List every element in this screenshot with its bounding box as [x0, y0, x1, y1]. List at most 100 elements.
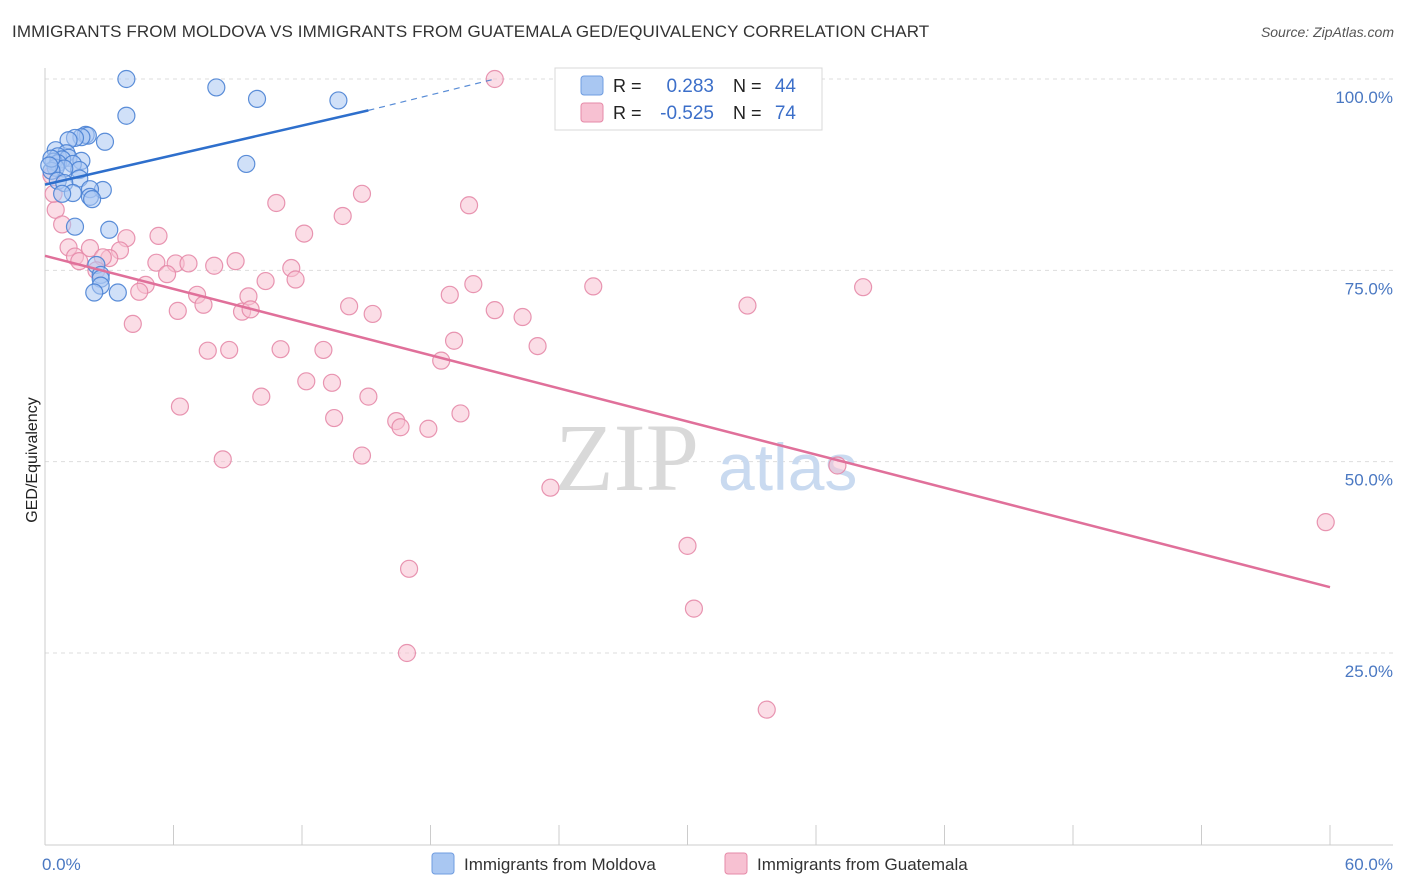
legend-r-value-moldova: 0.283 [666, 76, 714, 97]
guatemala-point-60 [391, 418, 410, 437]
guatemala-point-2 [267, 193, 286, 213]
watermark-zip: ZIP [555, 404, 699, 511]
guatemala-point-44 [123, 314, 142, 334]
moldova-point-3 [329, 91, 348, 110]
moldova-point-41 [108, 283, 127, 302]
moldova-trend-extension [368, 78, 495, 111]
guatemala-point-64 [213, 450, 232, 469]
series-legend-label-guatemala: Immigrants from Guatemala [757, 855, 968, 874]
guatemala-point-46 [444, 331, 464, 350]
guatemala-point-62 [451, 404, 470, 423]
guatemala-point-9 [295, 224, 314, 243]
y-tick-label-1: 75.0% [1345, 279, 1393, 298]
legend-swatch-moldova [580, 75, 604, 96]
guatemala-point-71 [397, 643, 417, 663]
guatemala-point-27 [256, 271, 275, 291]
guatemala-point-50 [271, 340, 290, 359]
y-tick-label-2: 50.0% [1345, 471, 1393, 490]
series-legend-swatch-moldova [431, 852, 455, 875]
guatemala-point-69 [399, 559, 419, 578]
watermark: ZIP atlas [555, 404, 857, 511]
moldova-point-0 [117, 69, 136, 89]
x-tick-label-1: 60.0% [1345, 855, 1393, 874]
guatemala-point-63 [352, 446, 372, 465]
moldova-point-1 [207, 78, 226, 97]
axes [44, 68, 1393, 846]
guatemala-point-25 [157, 265, 177, 284]
guatemala-point-34 [584, 277, 603, 296]
source-credit: Source: ZipAtlas.com [1260, 24, 1394, 40]
series-legend: Immigrants from Moldova Immigrants from … [431, 852, 968, 875]
guatemala-point-68 [1316, 513, 1335, 532]
guatemala-point-21 [205, 256, 224, 275]
legend-n-value-moldova: 44 [775, 76, 797, 97]
guatemala-point-51 [314, 340, 333, 360]
guatemala-point-39 [168, 301, 187, 320]
guatemala-point-48 [198, 341, 217, 360]
guatemala-point-32 [440, 285, 459, 304]
guatemala-point-45 [738, 296, 757, 315]
series-legend-label-moldova: Immigrants from Moldova [464, 855, 656, 874]
moldova-point-4 [117, 106, 136, 125]
legend-n-label-moldova: N = [733, 76, 762, 96]
moldova-point-2 [247, 89, 267, 108]
guatemala-point-58 [325, 408, 344, 428]
guatemala-point-35 [854, 278, 873, 297]
moldova-trend-line [44, 109, 369, 186]
guatemala-point-0 [485, 69, 504, 89]
guatemala-point-12 [80, 239, 100, 258]
guatemala-point-49 [220, 340, 239, 360]
moldova-points [40, 69, 348, 302]
guatemala-point-47 [528, 337, 547, 356]
y-axis-title: GED/Equivalency [24, 397, 41, 522]
guatemala-point-33 [464, 275, 483, 294]
guatemala-point-57 [170, 397, 190, 416]
moldova-point-35 [100, 220, 119, 239]
moldova-point-34 [65, 217, 85, 236]
guatemala-point-3 [459, 196, 479, 215]
guatemala-point-8 [149, 226, 168, 245]
guatemala-point-41 [363, 304, 382, 324]
x-tick-label-0: 0.0% [42, 855, 81, 874]
chart-title: IMMIGRANTS FROM MOLDOVA VS IMMIGRANTS FR… [12, 22, 930, 41]
legend-r-label-moldova: R = [613, 76, 642, 96]
guatemala-point-43 [513, 307, 532, 327]
guatemala-point-72 [757, 700, 776, 719]
guatemala-point-4 [333, 206, 352, 226]
guatemala-point-26 [286, 270, 305, 289]
moldova-point-43 [40, 156, 59, 175]
guatemala-point-18 [226, 252, 245, 271]
stats-legend: R = 0.283 N = 44 R = -0.525 N = 74 [554, 67, 823, 131]
guatemala-point-53 [297, 372, 316, 391]
y-tick-label-0: 100.0% [1335, 88, 1393, 107]
legend-swatch-guatemala [580, 102, 604, 123]
guatemala-trend-line [44, 254, 1331, 589]
y-tick-labels: 100.0% 75.0% 50.0% 25.0% [1335, 88, 1393, 681]
legend-n-label-guatemala: N = [733, 103, 762, 123]
moldova-point-33 [83, 190, 102, 209]
guatemala-point-19 [147, 253, 166, 272]
guatemala-point-66 [541, 478, 560, 497]
y-tick-label-3: 25.0% [1345, 662, 1393, 681]
moldova-point-40 [85, 283, 104, 302]
guatemala-point-1 [352, 184, 372, 203]
moldova-point-10 [95, 132, 115, 151]
guatemala-point-56 [359, 387, 378, 406]
guatemala-point-55 [252, 387, 271, 406]
guatemala-point-42 [485, 301, 504, 320]
guatemala-point-54 [322, 373, 342, 392]
guatemala-point-70 [684, 599, 704, 618]
legend-n-value-guatemala: 74 [775, 103, 797, 124]
guatemala-point-29 [130, 282, 149, 301]
guatemala-points [42, 69, 1335, 719]
guatemala-point-67 [678, 536, 697, 555]
moldova-point-31 [53, 184, 72, 203]
legend-r-value-guatemala: -0.525 [660, 103, 714, 124]
series-legend-swatch-guatemala [724, 852, 748, 875]
legend-r-label-guatemala: R = [613, 103, 642, 123]
trend-lines [44, 78, 1331, 589]
moldova-point-24 [237, 154, 256, 174]
guatemala-point-37 [340, 297, 359, 316]
x-tick-labels: 0.0% 60.0% [42, 855, 1393, 874]
